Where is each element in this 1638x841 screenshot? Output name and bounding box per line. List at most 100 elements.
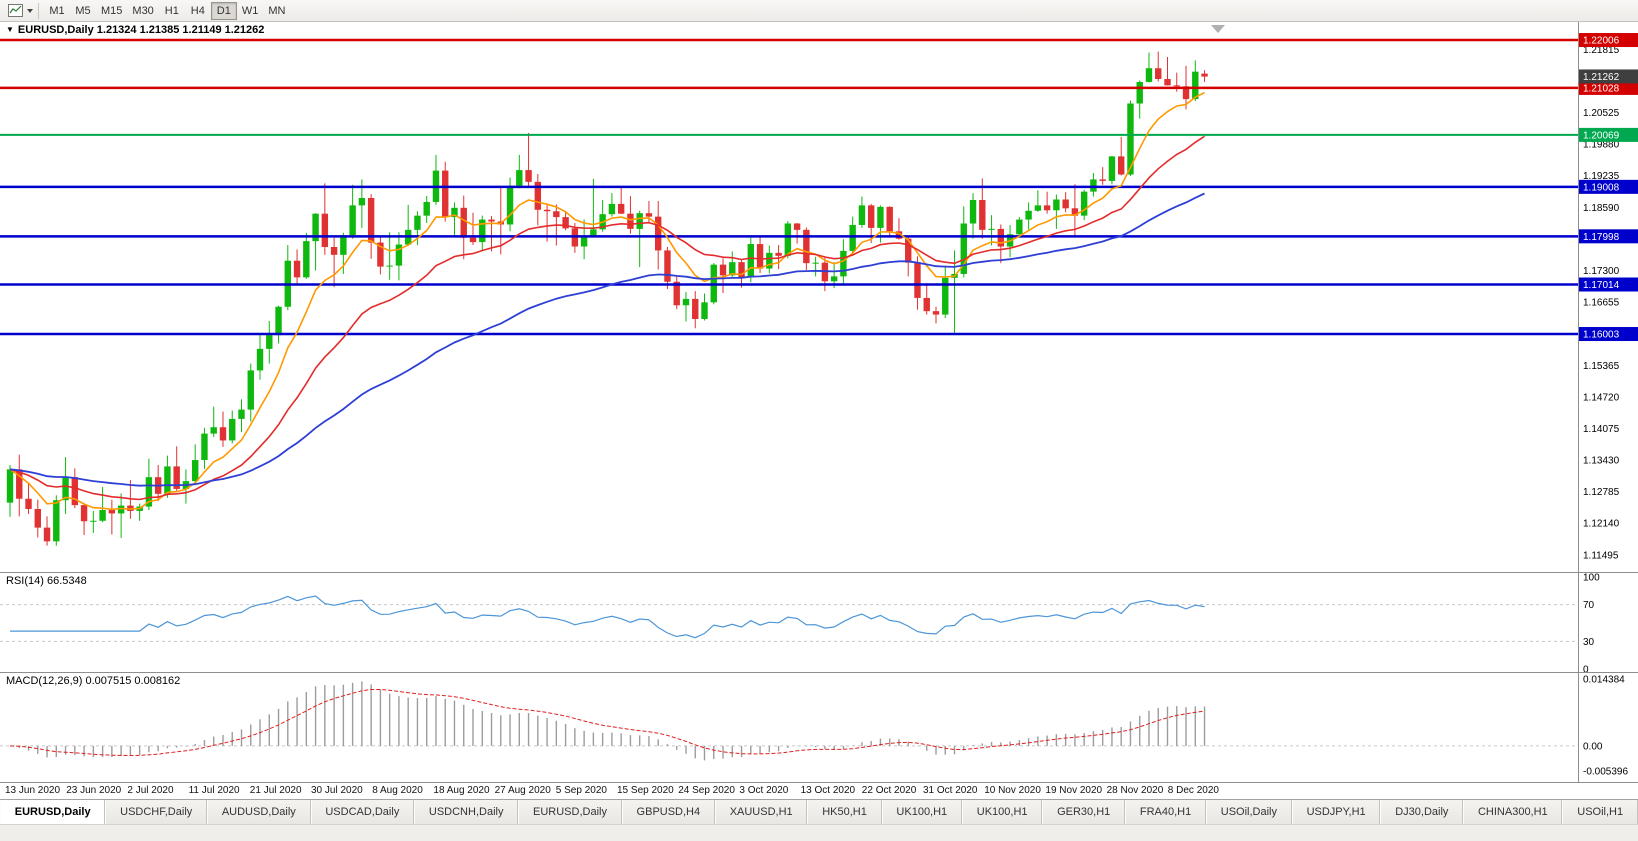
chart-tab-uk100-h1[interactable]: UK100,H1 xyxy=(881,800,962,824)
date-label: 22 Oct 2020 xyxy=(861,785,917,796)
price-axis[interactable]: 1.218151.211701.205251.198801.192351.185… xyxy=(1583,45,1620,561)
date-label: 28 Nov 2020 xyxy=(1106,785,1164,796)
price-line-tag-text: 1.21028 xyxy=(1583,83,1620,94)
chart-tab-hk50-h1[interactable]: HK50,H1 xyxy=(807,800,882,824)
price-tick: 1.13430 xyxy=(1583,456,1620,467)
date-label: 8 Dec 2020 xyxy=(1167,785,1219,796)
date-label: 30 Jul 2020 xyxy=(311,785,363,796)
chart-tab-audusd-daily[interactable]: AUDUSD,Daily xyxy=(207,800,311,824)
chart-tab-china300-h1[interactable]: CHINA300,H1 xyxy=(1463,800,1563,824)
date-label: 11 Jul 2020 xyxy=(188,785,240,796)
status-strip xyxy=(0,824,1638,841)
chart-tab-fra40-h1[interactable]: FRA40,H1 xyxy=(1125,800,1206,824)
chart-tab-usdcnh-daily[interactable]: USDCNH,Daily xyxy=(414,800,519,824)
chart-tab-usoil-daily[interactable]: USOil,Daily xyxy=(1205,800,1292,824)
price-line-tag-text: 1.17014 xyxy=(1583,280,1620,291)
chart-tab-xauusd-h1[interactable]: XAUUSD,H1 xyxy=(714,800,808,824)
rsi-label: RSI(14) 66.5348 xyxy=(6,575,87,587)
price-line-tag xyxy=(1578,229,1638,244)
chart-tab-usdjpy-h1[interactable]: USDJPY,H1 xyxy=(1291,800,1381,824)
chart-title: ▼ EURUSD,Daily 1.21324 1.21385 1.21149 1.… xyxy=(6,24,264,36)
main-chart-canvas[interactable]: 1.218151.211701.205251.198801.192351.185… xyxy=(0,22,1638,572)
candles-layer xyxy=(6,51,1208,546)
timeframe-w1[interactable]: W1 xyxy=(241,4,259,17)
chart-window-icon[interactable] xyxy=(4,2,26,20)
date-label: 18 Aug 2020 xyxy=(433,785,490,796)
chart-tab-eurusd-daily[interactable]: EURUSD,Daily xyxy=(518,800,622,824)
date-label: 24 Sep 2020 xyxy=(678,785,735,796)
date-label: 13 Jun 2020 xyxy=(5,785,61,796)
timeframe-mn[interactable]: MN xyxy=(268,4,286,17)
price-line-tag-text: 1.19008 xyxy=(1583,182,1620,193)
moving-averages-layer xyxy=(9,91,1205,511)
price-line-tag xyxy=(1578,327,1638,342)
date-label: 27 Aug 2020 xyxy=(494,785,551,796)
chart-tab-usdchf-daily[interactable]: USDCHF,Daily xyxy=(105,800,208,824)
chart-tab-ger30-h1[interactable]: GER30,H1 xyxy=(1042,800,1126,824)
timeframe-m30[interactable]: M30 xyxy=(132,4,154,17)
timeframe-h1[interactable]: H1 xyxy=(164,4,179,17)
rsi-tick: 0 xyxy=(1583,665,1589,673)
chart-type-caret-icon[interactable] xyxy=(27,8,33,13)
main-chart-panel: ▼ EURUSD,Daily 1.21324 1.21385 1.21149 1.… xyxy=(0,22,1638,572)
macd-histogram xyxy=(18,681,1206,761)
timeframe-h4[interactable]: H4 xyxy=(190,4,205,17)
price-lines-layer[interactable] xyxy=(0,38,1578,336)
ma-fast-line xyxy=(9,91,1205,511)
macd-tick: -0.005396 xyxy=(1583,767,1628,778)
price-line-tag-text: 1.17998 xyxy=(1583,232,1620,243)
date-axis[interactable]: 13 Jun 2020 23 Jun 2020 2 Jul 2020 11 Jul 2… xyxy=(0,782,1638,799)
chart-tab-dj30-daily[interactable]: DJ30,Daily xyxy=(1380,800,1464,824)
timeframe-d1[interactable]: D1 xyxy=(210,1,237,20)
price-tick: 1.12785 xyxy=(1583,487,1620,498)
price-tags-layer: 1.22006 1.21028 1.20069 1.19008 1.17998 1.170… xyxy=(1578,33,1638,342)
macd-tick: 0.00 xyxy=(1583,741,1603,752)
rsi-tick: 100 xyxy=(1583,573,1600,584)
price-tick: 1.16655 xyxy=(1583,298,1620,309)
macd-tick: 0.014384 xyxy=(1583,675,1625,686)
date-label: 15 Sep 2020 xyxy=(617,785,674,796)
chart-shift-marker-icon[interactable] xyxy=(1211,25,1225,33)
price-line-tag-text: 1.20069 xyxy=(1583,130,1620,141)
timeframe-m5[interactable]: M5 xyxy=(75,4,91,17)
date-label: 21 Jul 2020 xyxy=(249,785,302,796)
price-line-tag xyxy=(1578,80,1638,95)
current-price-text: 1.21262 xyxy=(1583,72,1620,83)
chart-tab-usdcad-daily[interactable]: USDCAD,Daily xyxy=(310,800,415,824)
price-tick: 1.14075 xyxy=(1583,424,1620,435)
rsi-tick: 30 xyxy=(1583,637,1595,648)
price-line-tag xyxy=(1578,33,1638,48)
macd-label: MACD(12,26,9) 0.007515 0.008162 xyxy=(6,675,181,687)
macd-signal-line xyxy=(9,689,1205,757)
chart-tab-gbpusd-h4[interactable]: GBPUSD,H4 xyxy=(621,800,715,824)
price-line-tag xyxy=(1578,277,1638,292)
rsi-canvas[interactable]: 100 70 30 0 xyxy=(0,573,1638,672)
rsi-tick: 70 xyxy=(1583,600,1595,611)
date-label: 31 Oct 2020 xyxy=(923,785,978,796)
timeframe-toolbar: M1 M5 M15 M30 H1 H4 D1 W1 MN xyxy=(0,0,1638,22)
price-tick: 1.17300 xyxy=(1583,266,1620,277)
price-tick: 1.12140 xyxy=(1583,519,1620,530)
date-label: 10 Nov 2020 xyxy=(984,785,1041,796)
timeframe-toolbar-buttons: M1 M5 M15 M30 H1 H4 D1 W1 MN xyxy=(44,1,290,20)
toolbar-separator xyxy=(38,2,39,19)
date-label: 23 Jun 2020 xyxy=(66,785,122,796)
macd-panel: MACD(12,26,9) 0.007515 0.008162 0.014384… xyxy=(0,672,1638,782)
chart-title-text: EURUSD,Daily 1.21324 1.21385 1.21149 1.2… xyxy=(17,24,265,36)
chart-tab-bar: EURUSD,Daily USDCHF,Daily AUDUSD,Daily USDC… xyxy=(0,799,1638,824)
timeframe-m1[interactable]: M1 xyxy=(49,4,65,17)
date-label: 13 Oct 2020 xyxy=(800,785,856,796)
symbol-dropdown-icon[interactable]: ▼ xyxy=(6,25,14,34)
date-label: 8 Aug 2020 xyxy=(372,785,423,796)
price-tick: 1.18590 xyxy=(1583,203,1620,214)
timeframe-m15[interactable]: M15 xyxy=(101,4,123,17)
chart-tab-usoil-h1[interactable]: USOil,H1 xyxy=(1562,800,1638,824)
rsi-line xyxy=(10,595,1205,639)
date-label: 2 Jul 2020 xyxy=(127,785,174,796)
price-tick: 1.20525 xyxy=(1583,108,1620,119)
chart-tab-eurusd-daily[interactable]: EURUSD,Daily xyxy=(0,800,106,824)
chart-tab-uk100-h1[interactable]: UK100,H1 xyxy=(961,800,1043,824)
price-line-tag-text: 1.16003 xyxy=(1583,330,1620,341)
price-line-tag xyxy=(1578,127,1638,142)
macd-canvas[interactable]: 0.014384 0.00 -0.005396 xyxy=(0,673,1638,782)
